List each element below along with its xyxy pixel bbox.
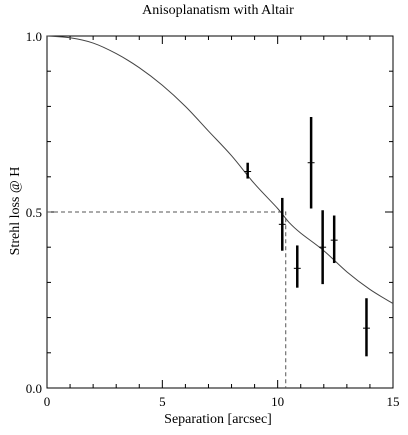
x-tick-label: 15 [387, 394, 400, 409]
plot-area: 0 5 10 15 0.0 0.5 1.0 [26, 29, 400, 409]
chart-title: Anisoplanatism with Altair [142, 3, 294, 18]
y-axis-label: Strehl loss @ H [8, 167, 23, 256]
x-axis-label: Separation [arcsec] [164, 412, 272, 427]
y-tick-label: 0.0 [26, 381, 42, 396]
y-tick-label: 0.5 [26, 205, 42, 220]
y-tick-label: 1.0 [26, 29, 42, 44]
x-tick-label: 5 [159, 394, 166, 409]
reference-dashed-line [47, 211, 287, 388]
x-tick-label: 0 [44, 394, 51, 409]
model-curve [46, 35, 394, 304]
x-tick-label: 10 [271, 394, 284, 409]
